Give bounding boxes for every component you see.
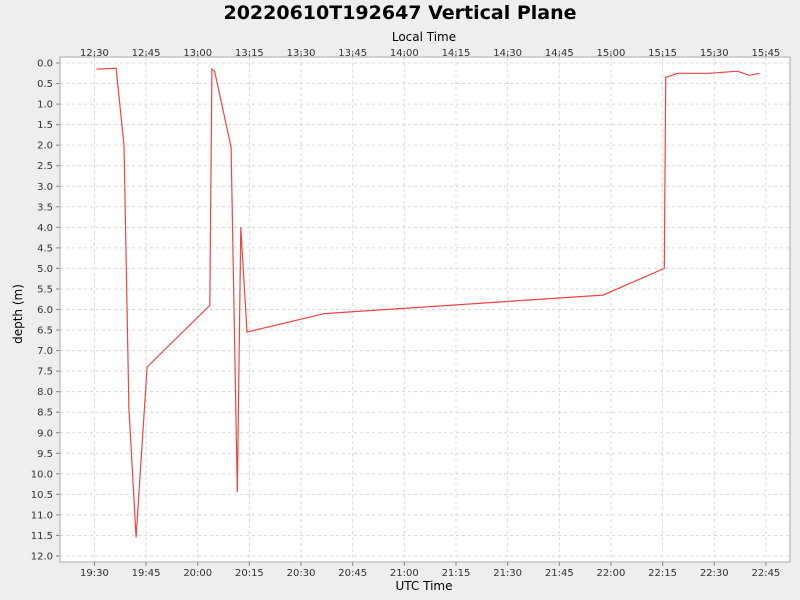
x2-tick-label: 14:45 (545, 48, 574, 59)
x-tick-label: 22:30 (700, 568, 729, 579)
x2-tick-label: 13:00 (183, 48, 212, 59)
x-tick-label: 21:30 (493, 568, 522, 579)
y-tick-label: 6.5 (37, 326, 53, 337)
x-tick-label: 22:15 (648, 568, 677, 579)
x-tick-label: 20:00 (183, 568, 212, 579)
y-tick-label: 5.0 (37, 264, 53, 275)
y-tick-label: 8.5 (37, 408, 53, 419)
x-tick-label: 20:45 (338, 568, 367, 579)
x2-tick-label: 14:15 (442, 48, 471, 59)
x-tick-label: 19:45 (132, 568, 161, 579)
x2-tick-label: 15:00 (597, 48, 626, 59)
y-tick-label: 1.0 (37, 100, 53, 111)
y-tick-label: 1.5 (37, 120, 53, 131)
y-tick-label: 10.5 (31, 490, 53, 501)
y-tick-label: 9.0 (37, 428, 53, 439)
x-axis-label: UTC Time (396, 579, 453, 593)
y-tick-label: 2.0 (37, 141, 53, 152)
y-tick-label: 3.0 (37, 182, 53, 193)
x2-tick-label: 15:45 (751, 48, 780, 59)
y-tick-label: 12.0 (31, 552, 53, 563)
x2-tick-label: 14:00 (390, 48, 419, 59)
x2-tick-label: 12:45 (132, 48, 161, 59)
x2-tick-label: 13:15 (235, 48, 264, 59)
y-axis-label: depth (m) (11, 284, 25, 344)
y-tick-label: 0.5 (37, 79, 53, 90)
y-tick-label: 7.5 (37, 367, 53, 378)
x-tick-label: 21:15 (442, 568, 471, 579)
y-tick-label: 2.5 (37, 161, 53, 172)
x-tick-label: 21:45 (545, 568, 574, 579)
x-tick-label: 22:00 (597, 568, 626, 579)
y-tick-label: 3.5 (37, 202, 53, 213)
x2-tick-label: 13:45 (338, 48, 367, 59)
chart-title: 20220610T192647 Vertical Plane (223, 2, 576, 24)
y-tick-label: 4.5 (37, 243, 53, 254)
x2-axis-label: Local Time (392, 30, 456, 44)
x-tick-label: 20:30 (287, 568, 316, 579)
x-tick-label: 22:45 (751, 568, 780, 579)
x2-tick-label: 13:30 (287, 48, 316, 59)
y-tick-label: 4.0 (37, 223, 53, 234)
y-tick-label: 8.0 (37, 387, 53, 398)
y-tick-label: 0.0 (37, 59, 53, 70)
y-tick-label: 10.0 (31, 469, 53, 480)
y-tick-label: 11.0 (31, 510, 53, 521)
x2-tick-label: 14:30 (493, 48, 522, 59)
x-tick-label: 19:30 (80, 568, 109, 579)
y-tick-label: 9.5 (37, 449, 53, 460)
series-layer (96, 67, 760, 538)
axis-layer: 19:30 12:30 19:45 12:45 20:00 13:00 20:15 13:15… (31, 48, 781, 579)
y-tick-label: 11.5 (31, 531, 53, 542)
y-tick-label: 7.0 (37, 346, 53, 357)
y-tick-label: 5.5 (37, 284, 53, 295)
x-tick-label: 21:00 (390, 568, 419, 579)
depth-series-line (96, 67, 760, 538)
x2-tick-label: 15:30 (700, 48, 729, 59)
x2-tick-label: 15:15 (648, 48, 677, 59)
y-tick-label: 6.0 (37, 305, 53, 316)
x-tick-label: 20:15 (235, 568, 264, 579)
grid-layer (60, 57, 790, 562)
x2-tick-label: 12:30 (80, 48, 109, 59)
